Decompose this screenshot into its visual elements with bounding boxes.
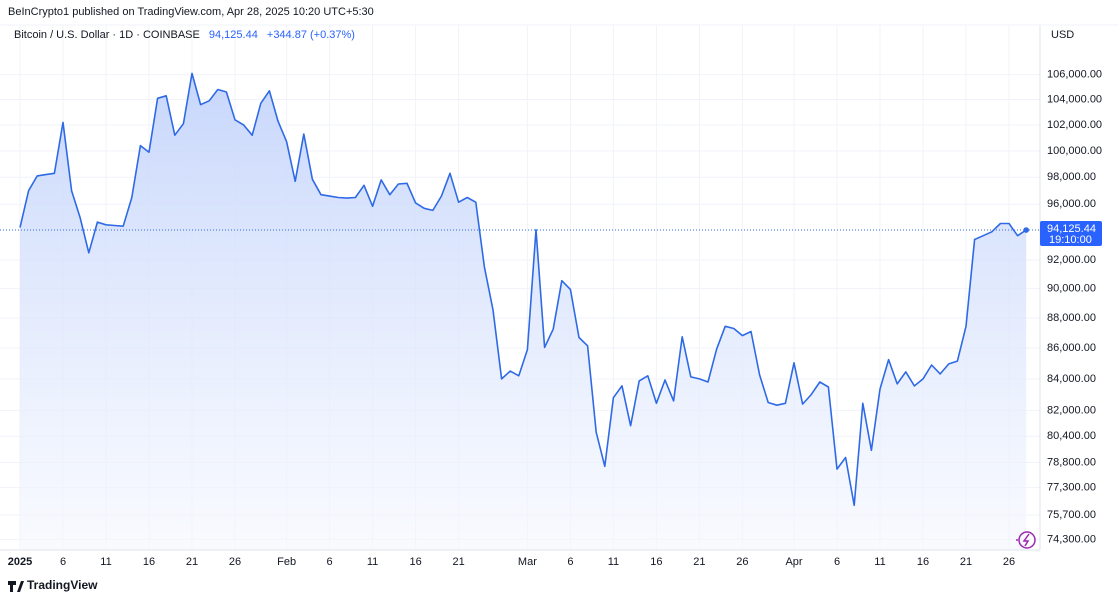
- x-tick-label: 16: [917, 556, 929, 568]
- y-tick-label: 98,000.00: [1047, 171, 1096, 183]
- price-tag-countdown: 19:10:00: [1049, 234, 1092, 246]
- x-tick-label: 16: [409, 556, 421, 568]
- x-tick-label: 26: [736, 556, 748, 568]
- y-tick-label: 86,000.00: [1047, 342, 1096, 354]
- brand-logo: [8, 581, 24, 592]
- y-tick-label: 90,000.00: [1047, 283, 1096, 295]
- y-tick-label: 96,000.00: [1047, 198, 1096, 210]
- currency: USD: [1051, 29, 1074, 41]
- price-line: [19, 72, 1027, 507]
- x-tick-label: 16: [650, 556, 662, 568]
- symbol-name: Bitcoin / U.S. Dollar · 1D · COINBASE: [14, 29, 200, 41]
- y-tick-label: 82,000.00: [1047, 404, 1096, 416]
- y-tick-label: 102,000.00: [1047, 119, 1102, 131]
- brand-name: TradingView: [27, 578, 98, 592]
- x-tick-label: 6: [567, 556, 573, 568]
- published-note: BeInCrypto1 published on TradingView.com…: [8, 6, 374, 18]
- symbol-title: Bitcoin / U.S. Dollar · 1D · COINBASE 94…: [14, 29, 355, 41]
- y-tick-label: 92,000.00: [1047, 254, 1096, 266]
- header-price: 94,125.44: [209, 29, 258, 41]
- x-tick-label: Feb: [277, 556, 296, 568]
- y-tick-label: 75,700.00: [1047, 509, 1096, 521]
- x-tick-label: Mar: [518, 556, 537, 568]
- x-tick-label: 21: [452, 556, 464, 568]
- x-tick-label: 16: [143, 556, 155, 568]
- x-tick-label: 11: [100, 556, 111, 568]
- plot: [0, 72, 1040, 551]
- x-tick-label: 21: [186, 556, 198, 568]
- price-tag: [1040, 221, 1102, 247]
- area-fill: [20, 73, 1027, 551]
- y-tick-label: 106,000.00: [1047, 69, 1102, 81]
- header-change: +344.87 (+0.37%): [267, 29, 355, 41]
- y-tick-label: 88,000.00: [1047, 312, 1096, 324]
- y-tick-label: 104,000.00: [1047, 93, 1102, 105]
- lightning-icon: [1016, 531, 1036, 549]
- y-tick-label: 77,300.00: [1047, 482, 1096, 494]
- x-tick-label: 11: [874, 556, 885, 568]
- x-tick-label: 21: [960, 556, 972, 568]
- y-tick-label: 80,400.00: [1047, 430, 1096, 442]
- price-tag-value: 94,125.44: [1047, 223, 1096, 235]
- x-tick-label: 6: [834, 556, 840, 568]
- x-tick-label: 11: [608, 556, 619, 568]
- x-tick-label: 6: [60, 556, 66, 568]
- y-tick-label: 74,300.00: [1047, 533, 1096, 545]
- x-tick-label: 26: [229, 556, 241, 568]
- x-tick-label: 11: [367, 556, 378, 568]
- x-tick-label: 2025: [8, 556, 32, 568]
- last-price-dot: [1023, 227, 1029, 233]
- y-tick-label: 100,000.00: [1047, 145, 1102, 157]
- x-tick-label: 26: [1003, 556, 1015, 568]
- y-tick-label: 84,000.00: [1047, 373, 1096, 385]
- x-tick-label: Apr: [785, 556, 802, 568]
- x-tick-label: 21: [693, 556, 705, 568]
- x-tick-label: 6: [327, 556, 333, 568]
- y-tick-label: 78,800.00: [1047, 456, 1096, 468]
